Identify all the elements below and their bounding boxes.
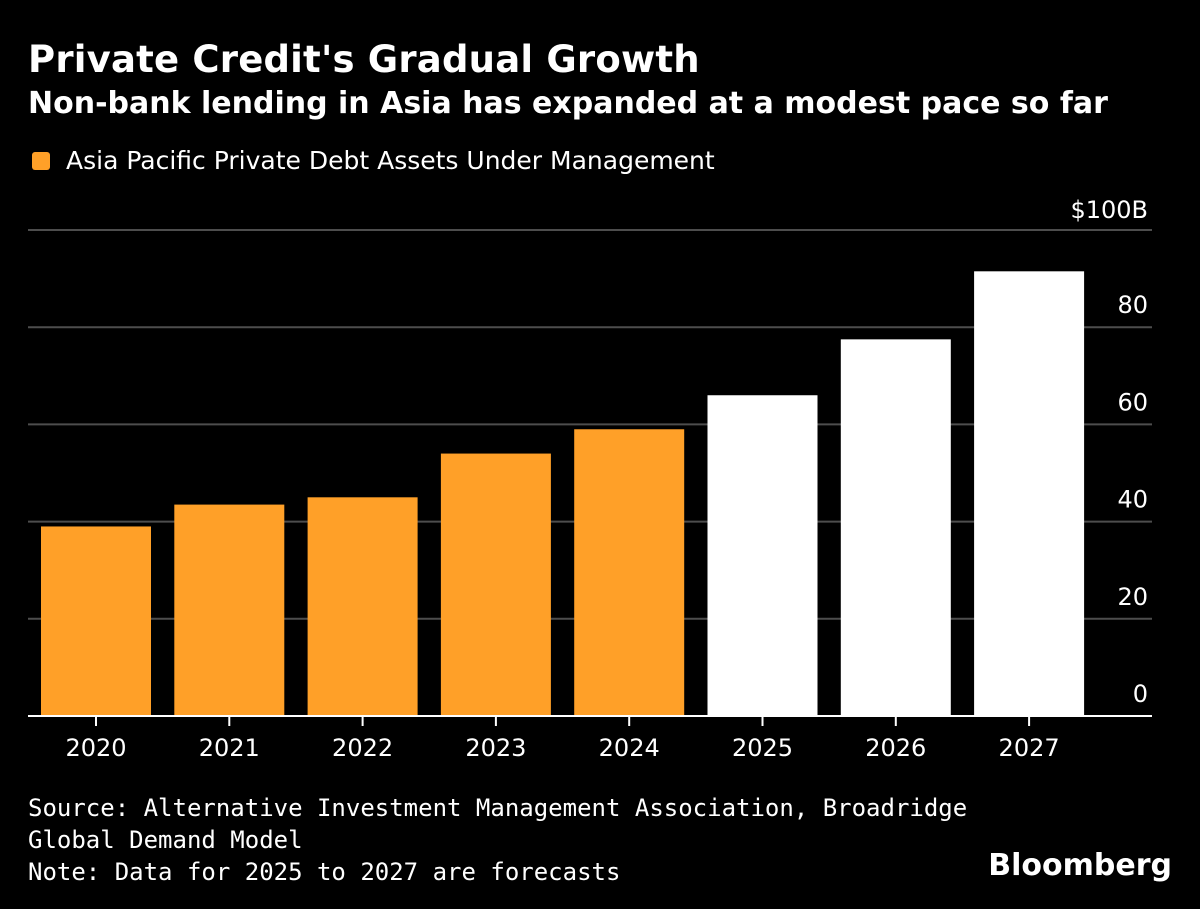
x-tick-label: 2027 (999, 734, 1060, 762)
y-tick-label: 60 (1117, 388, 1148, 416)
y-tick-label: 80 (1117, 291, 1148, 319)
x-tick-label: 2021 (199, 734, 260, 762)
y-tick-label: 40 (1117, 486, 1148, 514)
y-tick-label: $100B (1070, 196, 1148, 224)
legend-label: Asia Pacific Private Debt Assets Under M… (66, 146, 715, 175)
x-tick-label: 2024 (599, 734, 660, 762)
chart-subtitle: Non-bank lending in Asia has expanded at… (28, 86, 1108, 121)
bar-chart: 0 20 40 60 80 $100B 2020 2021 2022 2023 2024 2025 20… (28, 196, 1152, 762)
bar (440, 453, 551, 716)
x-tick-label: 2020 (65, 734, 126, 762)
bar (307, 497, 418, 716)
bar (840, 339, 951, 716)
y-tick-label: 0 (1133, 680, 1148, 708)
chart-title: Private Credit's Gradual Growth (28, 38, 700, 81)
source-text: Source: Alternative Investment Managemen… (28, 794, 982, 854)
x-tick-label: 2022 (332, 734, 393, 762)
y-tick-label: 20 (1117, 583, 1148, 611)
footer: Source: Alternative Investment Managemen… (28, 792, 988, 888)
x-tick-label: 2025 (732, 734, 793, 762)
bar (574, 429, 685, 716)
legend: Asia Pacific Private Debt Assets Under M… (32, 146, 715, 175)
x-tick-label: 2023 (465, 734, 526, 762)
note-text: Note: Data for 2025 to 2027 are forecast… (28, 858, 621, 886)
brand-logo: Bloomberg (988, 848, 1172, 883)
bar (707, 395, 818, 716)
legend-swatch (32, 151, 50, 170)
bar (974, 271, 1085, 716)
bar (41, 526, 151, 716)
x-tick-label: 2026 (865, 734, 926, 762)
bar (174, 504, 285, 716)
